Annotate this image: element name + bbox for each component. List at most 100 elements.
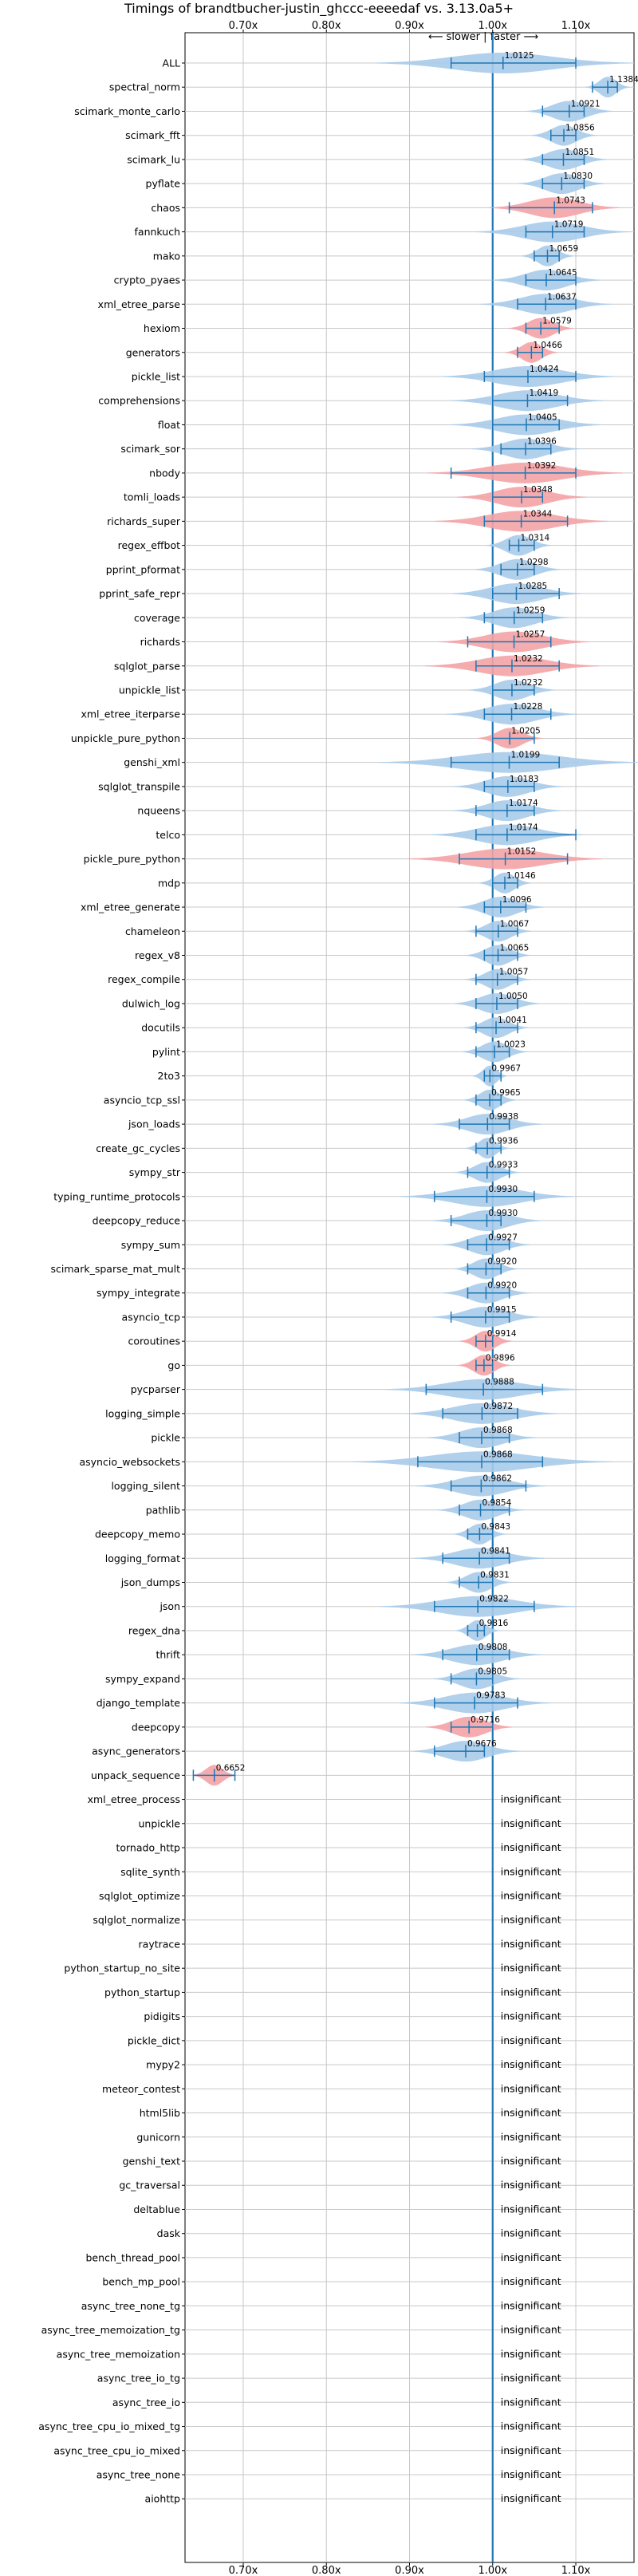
insignificant-label: insignificant bbox=[501, 2155, 561, 2167]
y-tick-label: json bbox=[159, 1600, 180, 1612]
insignificant-label: insignificant bbox=[501, 2468, 561, 2480]
y-tick-label: tomli_loads bbox=[124, 491, 180, 503]
y-tick-label: async_generators bbox=[92, 1746, 180, 1757]
insignificant-label: insignificant bbox=[501, 2131, 561, 2143]
value-label: 1.0228 bbox=[514, 702, 543, 712]
y-tick-label: meteor_contest bbox=[102, 2083, 180, 2095]
value-label: 0.6652 bbox=[216, 1763, 246, 1773]
value-label: 1.0298 bbox=[519, 558, 549, 567]
y-tick-label: xml_etree_generate bbox=[81, 901, 180, 913]
value-label: 0.9841 bbox=[481, 1546, 510, 1556]
y-tick-label: pprint_pformat bbox=[106, 563, 180, 575]
y-tick-label: regex_dna bbox=[128, 1624, 180, 1636]
value-label: 1.0659 bbox=[549, 244, 578, 254]
y-tick-label: crypto_pyaes bbox=[114, 274, 180, 286]
y-tick-label: dulwich_log bbox=[122, 997, 180, 1009]
insignificant-label: insignificant bbox=[501, 1889, 561, 1901]
value-label: 1.0174 bbox=[509, 823, 538, 832]
y-tick-label: unpickle_list bbox=[119, 684, 180, 696]
y-tick-label: genshi_text bbox=[123, 2156, 180, 2168]
y-tick-label: scimark_fft bbox=[125, 129, 180, 141]
y-tick-label: async_tree_memoization bbox=[57, 2348, 180, 2360]
value-label: 0.9915 bbox=[487, 1305, 517, 1315]
y-tick-label: async_tree_none_tg bbox=[81, 2300, 180, 2312]
value-label: 1.0830 bbox=[563, 172, 593, 181]
y-tick-label: docutils bbox=[141, 1022, 180, 1034]
y-tick-label: sqlglot_normalize bbox=[93, 1914, 180, 1926]
value-label: 1.0344 bbox=[523, 509, 553, 519]
y-tick-label: sqlglot_parse bbox=[114, 660, 180, 672]
y-tick-label: async_tree_io bbox=[112, 2397, 180, 2408]
value-label: 0.9927 bbox=[488, 1233, 518, 1242]
value-label: 0.9938 bbox=[489, 1112, 518, 1122]
direction-note: ⟵ slower | faster ⟶ bbox=[428, 31, 538, 43]
value-label: 1.0645 bbox=[548, 268, 577, 278]
insignificant-label: insignificant bbox=[501, 1986, 561, 1998]
x-tick-label-bottom: 0.90x bbox=[395, 2565, 424, 2576]
y-tick-label: telco bbox=[156, 829, 180, 841]
y-tick-label: bench_mp_pool bbox=[102, 2276, 180, 2288]
y-tick-label: logging_format bbox=[105, 1552, 180, 1564]
y-tick-label: sqlite_synth bbox=[120, 1866, 180, 1878]
value-label: 1.0743 bbox=[556, 195, 585, 205]
x-tick-label-top: 1.10x bbox=[561, 20, 591, 32]
insignificant-label: insignificant bbox=[501, 1841, 561, 1853]
y-tick-label: hexiom bbox=[144, 322, 180, 334]
insignificant-label: insignificant bbox=[501, 1817, 561, 1829]
y-tick-label: asyncio_websockets bbox=[79, 1456, 180, 1468]
y-tick-label: typing_runtime_protocols bbox=[53, 1190, 180, 1202]
value-label: 0.9676 bbox=[467, 1739, 497, 1749]
insignificant-label: insignificant bbox=[501, 2396, 561, 2408]
insignificant-label: insignificant bbox=[501, 2251, 561, 2263]
y-tick-label: chaos bbox=[151, 202, 180, 214]
value-label: 1.0392 bbox=[527, 461, 557, 471]
insignificant-label: insignificant bbox=[501, 2444, 561, 2456]
y-tick-label: python_startup bbox=[104, 1986, 180, 1998]
value-label: 0.9805 bbox=[478, 1667, 507, 1676]
value-label: 0.9967 bbox=[491, 1064, 521, 1074]
insignificant-label: insignificant bbox=[501, 1865, 561, 1877]
insignificant-label: insignificant bbox=[501, 2082, 561, 2094]
value-label: 1.0041 bbox=[498, 1016, 527, 1025]
y-tick-label: async_tree_memoization_tg bbox=[41, 2324, 180, 2336]
y-tick-label: logging_simple bbox=[105, 1407, 180, 1419]
value-label: 0.9920 bbox=[487, 1281, 517, 1291]
y-tick-label: comprehensions bbox=[98, 395, 180, 407]
value-label: 0.9816 bbox=[479, 1619, 509, 1628]
value-label: 1.0096 bbox=[502, 895, 532, 905]
y-tick-label: pickle_pure_python bbox=[84, 853, 180, 865]
y-tick-label: mdp bbox=[158, 877, 180, 889]
value-label: 1.0057 bbox=[499, 968, 529, 977]
y-tick-label: pickle_list bbox=[132, 370, 180, 382]
value-label: 1.0023 bbox=[496, 1039, 526, 1049]
y-tick-label: richards bbox=[140, 636, 180, 648]
value-label: 1.1384 bbox=[609, 75, 638, 85]
value-label: 1.0851 bbox=[565, 148, 594, 157]
y-tick-label: scimark_monte_carlo bbox=[74, 105, 180, 117]
insignificant-label: insignificant bbox=[501, 2203, 561, 2215]
y-tick-label: mypy2 bbox=[146, 2059, 180, 2071]
y-tick-label: pathlib bbox=[146, 1504, 180, 1516]
y-tick-label: pprint_safe_repr bbox=[99, 588, 181, 600]
x-tick-label-bottom: 1.10x bbox=[561, 2565, 591, 2576]
value-label: 1.0419 bbox=[529, 389, 558, 398]
y-tick-label: pickle_dict bbox=[128, 2034, 180, 2046]
y-tick-label: gunicorn bbox=[136, 2131, 180, 2143]
insignificant-label: insignificant bbox=[501, 1938, 561, 1950]
insignificant-label: insignificant bbox=[501, 2420, 561, 2432]
y-tick-label: regex_effbot bbox=[118, 539, 180, 551]
value-label: 1.0152 bbox=[507, 847, 537, 857]
y-tick-label: sympy_sum bbox=[121, 1239, 180, 1251]
insignificant-label: insignificant bbox=[501, 2372, 561, 2384]
value-label: 0.9854 bbox=[482, 1498, 512, 1508]
value-label: 0.9933 bbox=[489, 1161, 518, 1170]
y-tick-label: async_tree_cpu_io_mixed_tg bbox=[38, 2420, 180, 2432]
y-tick-label: raytrace bbox=[139, 1938, 181, 1950]
y-tick-label: deepcopy_reduce bbox=[93, 1215, 181, 1227]
y-tick-label: richards_super bbox=[107, 515, 181, 527]
value-label: 1.0921 bbox=[571, 99, 601, 108]
y-tick-label: async_tree_none bbox=[96, 2469, 181, 2481]
value-label: 1.0174 bbox=[509, 799, 538, 808]
value-label: 1.0405 bbox=[528, 412, 557, 422]
value-label: 0.9896 bbox=[486, 1353, 515, 1363]
